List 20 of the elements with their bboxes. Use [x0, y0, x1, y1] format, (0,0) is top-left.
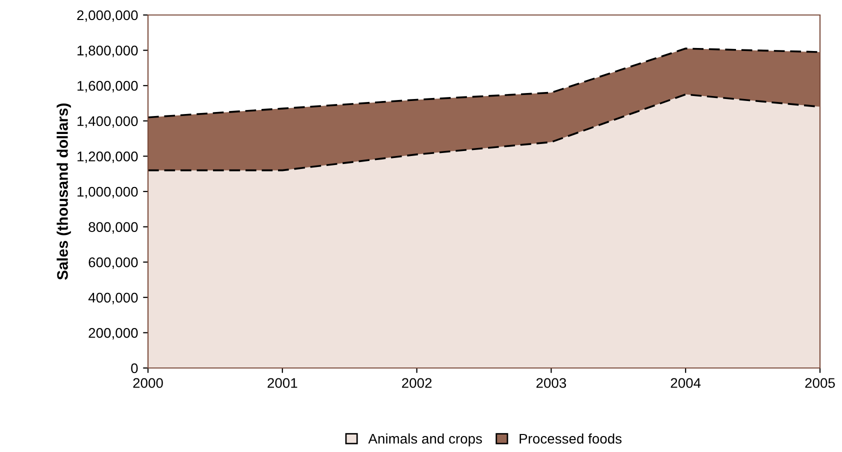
legend-label: Processed foods — [520, 433, 622, 444]
y-axis-title: Sales (thousand dollars) — [56, 104, 71, 280]
y-tick-label: 1,400,000 — [78, 116, 138, 128]
x-tick-label: 2002 — [402, 378, 432, 388]
y-tick-label: 200,000 — [88, 328, 138, 340]
y-tick-label: 1,000,000 — [78, 186, 138, 198]
y-tick-label: 2,000,000 — [77, 10, 138, 22]
x-tick-label: 2004 — [670, 378, 701, 388]
y-tick-label: 1,800,000 — [78, 46, 138, 58]
x-tick-label: 2000 — [133, 378, 163, 388]
y-tick-label: 800,000 — [88, 222, 138, 234]
y-tick-label: 1,200,000 — [78, 152, 138, 164]
x-tick-label: 2003 — [536, 378, 566, 388]
x-tick-label: 2001 — [268, 378, 298, 388]
y-tick-label: 0 — [131, 363, 138, 374]
x-tick-label: 2005 — [805, 378, 835, 388]
y-tick-label: 1,600,000 — [78, 80, 138, 92]
legend-label: Animals and crops — [368, 433, 482, 446]
y-tick-label: 600,000 — [88, 257, 138, 269]
y-tick-label: 400,000 — [88, 292, 138, 304]
